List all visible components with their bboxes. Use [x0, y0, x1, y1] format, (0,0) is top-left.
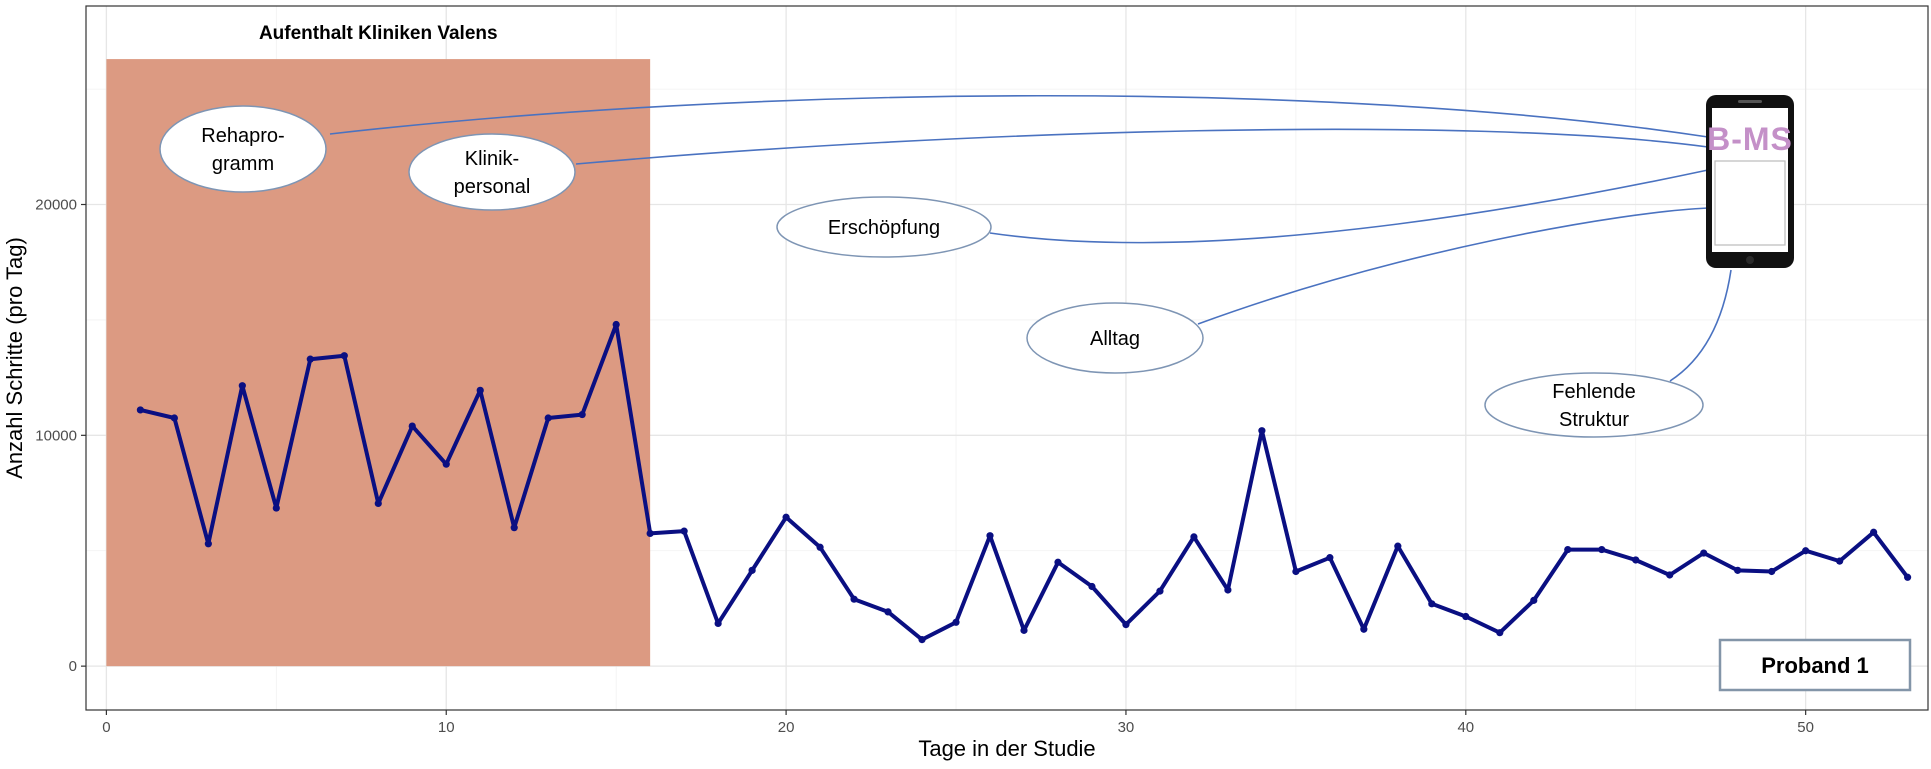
bubble-label-klinikpersonal: personal	[454, 176, 531, 198]
data-point	[578, 410, 586, 419]
data-point	[1666, 571, 1674, 579]
connector-line-erschoepfung	[989, 169, 1709, 244]
data-point	[1836, 557, 1844, 565]
x-tick-label: 40	[1457, 719, 1474, 736]
badge-label: Proband 1	[1761, 653, 1869, 678]
data-point	[714, 619, 722, 628]
data-point	[1768, 567, 1776, 576]
connector-line-alltag	[1197, 207, 1709, 325]
bubble-alltag	[1026, 302, 1204, 374]
badge-box	[1718, 638, 1912, 692]
data-point	[204, 540, 212, 548]
data-point	[1122, 620, 1130, 629]
data-point	[1496, 629, 1504, 637]
data-point	[136, 406, 144, 414]
data-point	[1632, 556, 1640, 564]
data-point	[340, 352, 348, 360]
bubble-klinikpersonal	[408, 133, 576, 211]
connector-line-rehaprogramm	[329, 94, 1709, 138]
smartphone-icon: B-MS	[1706, 95, 1794, 268]
data-point	[1530, 596, 1538, 604]
data-point	[986, 532, 994, 540]
data-point	[170, 414, 178, 422]
data-point	[1870, 528, 1878, 536]
y-tick-label: 20000	[35, 197, 77, 214]
bubble-fehlende	[1484, 372, 1704, 438]
x-axis-title: Tage in der Studie	[918, 736, 1095, 761]
panel-border	[85, 5, 1929, 711]
data-point	[782, 513, 790, 521]
data-point	[1360, 625, 1368, 633]
bubble-label-alltag: Alltag	[1090, 328, 1140, 350]
data-point	[884, 608, 892, 616]
data-point	[850, 595, 858, 603]
data-point	[1258, 427, 1266, 435]
connector-lines	[329, 94, 1732, 382]
data-point	[918, 636, 926, 644]
bubble-erschoepfung	[776, 196, 992, 258]
data-point	[1224, 586, 1232, 594]
x-tick-label: 20	[778, 719, 795, 736]
data-point	[612, 320, 620, 329]
bubble-label-fehlende: Struktur	[1559, 409, 1629, 431]
x-tick-label: 10	[438, 719, 455, 736]
x-tick-label: 30	[1118, 719, 1135, 736]
data-point	[1428, 600, 1436, 608]
bubble-label-klinikpersonal: Klinik-	[465, 148, 519, 170]
data-point	[238, 382, 246, 390]
data-point	[1054, 558, 1062, 566]
data-point	[476, 386, 484, 394]
data-point	[1292, 567, 1300, 576]
data-point	[442, 460, 450, 468]
data-point	[816, 543, 824, 551]
axis-ticks: 0 10 20 30 40 50 0 10000 20000	[35, 197, 1814, 736]
data-point	[510, 524, 518, 532]
data-point	[952, 618, 960, 626]
bubble-label-rehaprogramm: gramm	[212, 153, 274, 175]
data-point	[748, 566, 756, 574]
clinic-stay-title: Aufenthalt Kliniken Valens	[259, 23, 498, 44]
app-logo-text: B-MS	[1707, 121, 1793, 157]
series-layer	[136, 320, 1912, 644]
data-point	[272, 504, 280, 512]
phone-screen	[1712, 108, 1788, 252]
x-tick-label: 50	[1797, 719, 1814, 736]
participant-badge: Proband 1	[1718, 638, 1912, 692]
phone-content-box	[1714, 160, 1786, 246]
bubble-label-fehlende: Fehlende	[1552, 381, 1635, 403]
data-point	[408, 422, 416, 430]
data-point	[1598, 545, 1606, 554]
data-point	[1700, 549, 1708, 557]
bubble-label-erschoepfung: Erschöpfung	[828, 217, 940, 239]
x-tick-label: 0	[102, 719, 110, 736]
data-point	[1462, 612, 1470, 621]
data-point	[1020, 626, 1028, 634]
data-point	[1190, 533, 1198, 541]
data-point	[544, 414, 552, 422]
phone-speaker	[1738, 100, 1762, 103]
bubble-rehaprogramm	[159, 105, 327, 193]
data-point	[1156, 587, 1164, 595]
data-point	[1326, 554, 1334, 562]
bubble-label-rehaprogramm: Rehapro-	[201, 125, 284, 147]
data-point	[1564, 545, 1572, 554]
annotation-bubbles: Rehapro-gramm Klinik-personal Erschöpfung A…	[159, 105, 1704, 438]
data-point	[1088, 582, 1096, 591]
data-point	[646, 529, 654, 538]
data-point	[1394, 542, 1402, 550]
connector-line-klinikpersonal	[575, 128, 1709, 165]
data-point	[1802, 547, 1810, 555]
data-point	[680, 527, 688, 535]
data-point	[1734, 566, 1742, 574]
y-axis-title: Anzahl Schritte (pro Tag)	[2, 237, 27, 479]
data-point	[306, 355, 314, 363]
data-point	[374, 499, 382, 508]
phone-home-button	[1746, 256, 1754, 264]
y-tick-label: 10000	[35, 427, 77, 444]
data-point	[1904, 573, 1912, 581]
y-tick-label: 0	[69, 658, 77, 675]
connector-line-fehlende	[1669, 269, 1732, 382]
